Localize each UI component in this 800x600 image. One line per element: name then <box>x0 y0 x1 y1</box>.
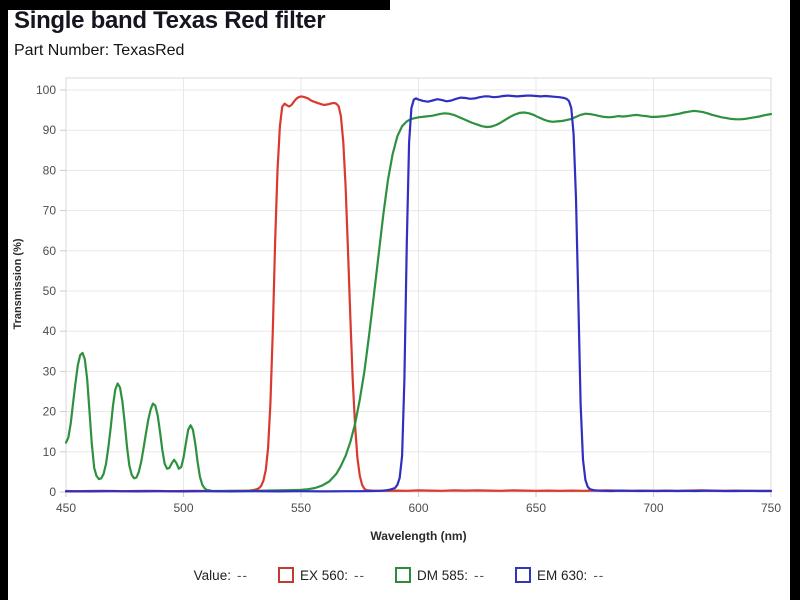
em630-swatch-icon <box>515 567 532 583</box>
page-title: Single band Texas Red filter <box>14 7 326 34</box>
x-tick-label: 450 <box>56 501 76 515</box>
legend-ex560-label: EX 560: <box>299 567 348 583</box>
y-tick-label: 0 <box>49 485 56 499</box>
window-edge-right <box>790 0 800 600</box>
chart-legend: Value: -- EX 560: -- DM 585: -- EM 630: … <box>8 563 790 587</box>
x-tick-label: 600 <box>408 501 428 515</box>
y-tick-label: 10 <box>43 445 57 459</box>
legend-dm585-value: -- <box>474 567 486 583</box>
x-tick-label: 750 <box>761 501 781 515</box>
legend-value-placeholder: -- <box>236 567 248 583</box>
window-edge-top <box>0 0 390 10</box>
y-tick-label: 40 <box>43 324 57 338</box>
x-tick-label: 650 <box>526 501 546 515</box>
legend-item-dm585[interactable]: DM 585: -- <box>395 567 485 583</box>
x-tick-label: 700 <box>643 501 663 515</box>
legend-em630-label: EM 630: <box>537 567 588 583</box>
legend-ex560-value: -- <box>354 567 365 583</box>
y-tick-label: 50 <box>43 284 57 298</box>
y-tick-label: 30 <box>43 364 57 378</box>
plot-area[interactable] <box>66 78 771 492</box>
y-tick-label: 20 <box>43 405 57 419</box>
part-number-subtitle: Part Number: TexasRed <box>14 42 185 59</box>
series-line-em-630 <box>64 94 773 493</box>
y-tick-label: 70 <box>43 204 57 218</box>
x-axis-title: Wavelength (nm) <box>370 529 467 543</box>
y-tick-label: 90 <box>43 123 57 137</box>
legend-item-ex560[interactable]: EX 560: -- <box>277 567 365 583</box>
x-tick-label: 550 <box>291 501 311 515</box>
dm585-swatch-icon <box>395 567 411 583</box>
legend-dm585-label: DM 585: <box>417 567 469 583</box>
y-tick-label: 100 <box>36 83 56 97</box>
legend-value-label: Value: <box>193 567 231 583</box>
x-tick-label: 500 <box>173 501 193 515</box>
ex560-swatch-icon <box>277 567 294 583</box>
y-axis-title: Transmission (%) <box>12 238 24 330</box>
y-tick-label: 80 <box>43 163 57 177</box>
legend-item-em630[interactable]: EM 630: -- <box>515 567 604 583</box>
legend-item-value: Value: -- <box>194 568 248 583</box>
window-edge-left <box>0 0 8 600</box>
y-tick-label: 60 <box>43 244 57 258</box>
series-line-dm-585 <box>64 109 773 493</box>
legend-em630-value: -- <box>593 567 605 583</box>
